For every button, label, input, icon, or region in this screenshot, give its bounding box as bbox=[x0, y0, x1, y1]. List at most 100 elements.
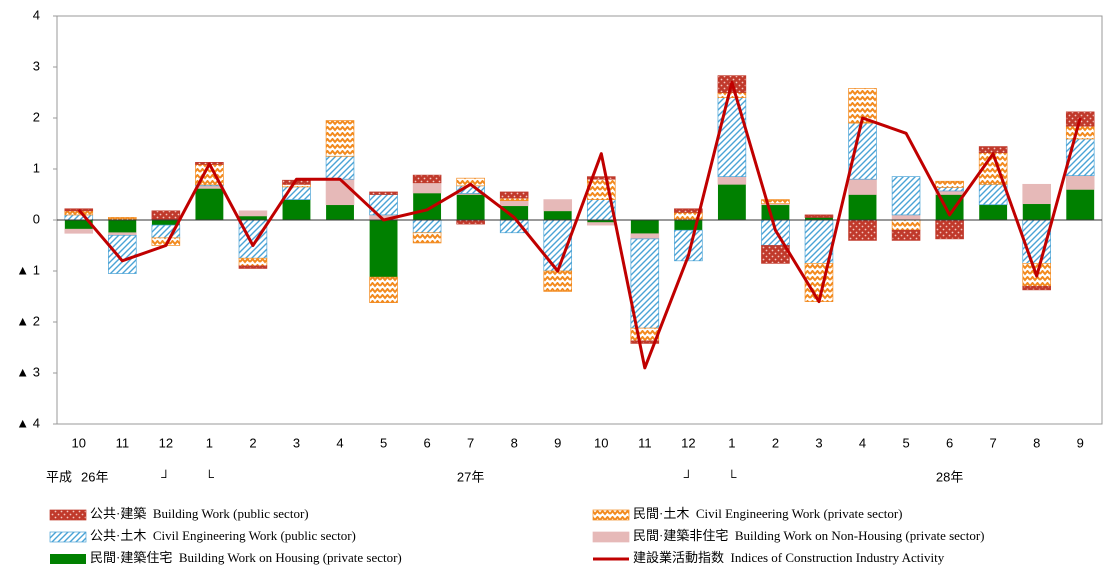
bar-segment bbox=[935, 187, 964, 192]
x-tick-label: 8 bbox=[1033, 435, 1040, 450]
bar-segment bbox=[369, 276, 398, 303]
bar-segment bbox=[195, 185, 224, 189]
x-tick-label: 7 bbox=[990, 435, 997, 450]
bar-segment bbox=[325, 178, 355, 206]
bar-segment bbox=[412, 182, 442, 194]
x-tick-label: 10 bbox=[594, 435, 608, 450]
bar-segment bbox=[543, 199, 573, 212]
bar-segment bbox=[325, 120, 355, 157]
year-label: ┘ bbox=[160, 469, 170, 484]
bar-segment bbox=[674, 208, 703, 213]
y-tick-label: ▲ 1 bbox=[16, 262, 40, 277]
bar-segment bbox=[326, 204, 354, 220]
x-tick-label: 9 bbox=[554, 435, 561, 450]
bar-segment bbox=[978, 183, 1008, 206]
bar-segment bbox=[64, 228, 94, 234]
bar-segment bbox=[195, 188, 224, 220]
era-label: 平成 bbox=[46, 469, 72, 484]
bar-segment bbox=[717, 176, 747, 185]
bar-segment bbox=[848, 122, 877, 180]
bar-segment bbox=[804, 214, 834, 218]
bar-segment bbox=[935, 180, 964, 188]
bar-segment bbox=[499, 191, 529, 199]
bar-segment bbox=[456, 194, 485, 220]
x-tick-label: 11 bbox=[116, 435, 130, 450]
bar-segment bbox=[979, 204, 1008, 220]
bar-segment bbox=[108, 234, 137, 274]
bar-segment bbox=[1065, 175, 1095, 190]
bar-segment bbox=[238, 257, 268, 267]
x-tick-label: 11 bbox=[638, 435, 652, 450]
x-tick-label: 10 bbox=[72, 435, 86, 450]
y-tick-label: ▲ 2 bbox=[16, 313, 40, 328]
bar-segment bbox=[369, 220, 398, 278]
bar-segment bbox=[891, 176, 921, 216]
legend-swatch bbox=[49, 509, 87, 521]
bar-segment bbox=[413, 192, 442, 220]
bar-segment bbox=[499, 200, 529, 207]
x-tick-label: 3 bbox=[293, 435, 300, 450]
legend-label: 民間·建築住宅 Building Work on Housing (privat… bbox=[90, 550, 402, 565]
legend-swatch bbox=[592, 531, 630, 543]
legend-label: 民間·建築非住宅 Building Work on Non-Housing (p… bbox=[633, 528, 984, 543]
x-tick-label: 5 bbox=[902, 435, 909, 450]
bar-segment bbox=[108, 232, 137, 236]
bar-segment bbox=[848, 194, 877, 220]
year-label: 27年 bbox=[457, 469, 484, 484]
bar-segment bbox=[282, 183, 311, 188]
bar-segment bbox=[412, 174, 442, 184]
bar-segment bbox=[717, 184, 746, 220]
x-tick-label: 7 bbox=[467, 435, 474, 450]
bar-segment bbox=[761, 204, 790, 220]
year-label: 26年 bbox=[81, 469, 108, 484]
y-tick-label: 4 bbox=[33, 7, 40, 22]
bar-segment bbox=[1022, 285, 1051, 291]
y-tick-label: ▲ 4 bbox=[16, 415, 40, 430]
x-tick-label: 6 bbox=[423, 435, 430, 450]
bar-segment bbox=[282, 199, 311, 220]
x-tick-label: 2 bbox=[772, 435, 779, 450]
bar-segment bbox=[543, 210, 572, 220]
bar-segment bbox=[848, 219, 877, 241]
x-tick-label: 12 bbox=[681, 435, 695, 450]
year-label: 28年 bbox=[936, 469, 963, 484]
bar-segment bbox=[543, 270, 573, 292]
year-label: └ bbox=[205, 469, 215, 484]
y-tick-label: ▲ 3 bbox=[16, 364, 40, 379]
bar-segment bbox=[587, 220, 616, 223]
x-tick-label: 12 bbox=[159, 435, 173, 450]
bar-segment bbox=[325, 155, 355, 180]
bar-segment bbox=[674, 220, 703, 231]
bar-segment bbox=[412, 232, 442, 244]
bar-segment bbox=[717, 97, 747, 178]
bar-segment bbox=[891, 219, 921, 231]
bar-segment bbox=[935, 219, 964, 240]
bar-segment bbox=[456, 219, 485, 225]
x-tick-label: 5 bbox=[380, 435, 387, 450]
x-tick-label: 3 bbox=[815, 435, 822, 450]
legend-swatch bbox=[49, 531, 87, 543]
bar-segment bbox=[805, 217, 833, 220]
bar-segment bbox=[848, 178, 877, 195]
bar-segment bbox=[238, 265, 268, 269]
legend-label: 民間·土木 Civil Engineering Work (private se… bbox=[633, 506, 902, 521]
legend-swatch bbox=[592, 509, 630, 521]
bar-segment bbox=[891, 229, 921, 241]
bar-segment bbox=[1066, 189, 1095, 220]
y-tick-label: 0 bbox=[33, 211, 40, 226]
bar-segment bbox=[151, 210, 181, 221]
year-label: ┘ bbox=[683, 469, 693, 484]
legend-swatch bbox=[50, 554, 86, 564]
x-tick-label: 2 bbox=[249, 435, 256, 450]
bar-segment bbox=[238, 210, 268, 217]
bar-segment bbox=[1022, 203, 1051, 220]
bar-segment bbox=[412, 219, 442, 234]
x-tick-label: 9 bbox=[1077, 435, 1084, 450]
bar-segment bbox=[630, 220, 659, 234]
y-tick-label: 3 bbox=[33, 58, 40, 73]
bar-segment bbox=[717, 92, 747, 98]
bar-segment bbox=[891, 214, 921, 221]
index-line bbox=[77, 80, 1082, 370]
legend-label: 公共·土木 Civil Engineering Work (public sec… bbox=[90, 528, 356, 543]
bar-segment bbox=[630, 233, 660, 240]
